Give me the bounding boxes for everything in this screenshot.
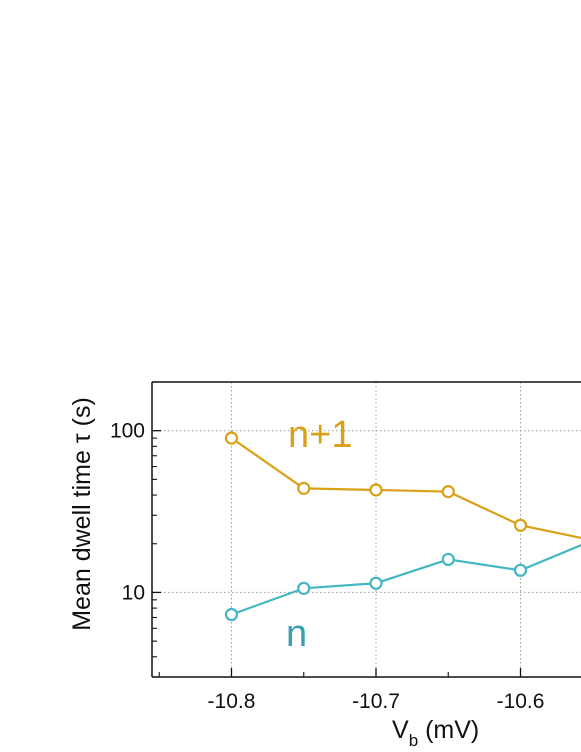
- y-tick-label-1: 100: [110, 420, 145, 443]
- x-axis-label: Vb (mV): [392, 716, 479, 750]
- series-0-point-0: [224, 431, 239, 445]
- series-label-n: n: [286, 613, 307, 655]
- y-axis-label: Mean dwell time τ (s): [68, 397, 96, 631]
- ticks: -10.8 -10.7 -10.6 10 100: [110, 381, 545, 713]
- x-axis-label-unit: (mV): [418, 716, 479, 744]
- x-axis-label-sub: b: [409, 731, 418, 750]
- series-line-1: [231, 544, 581, 616]
- grid: [152, 382, 581, 677]
- series-1-point-4: [513, 563, 528, 577]
- series-1-point-0: [224, 607, 239, 622]
- series-1-point-3: [441, 552, 455, 567]
- series-1-point-2: [369, 576, 383, 590]
- series-layer: [224, 431, 581, 622]
- x-tick-label-1: -10.7: [352, 690, 400, 713]
- series-line-0: [230, 437, 581, 539]
- series-0-point-1: [297, 481, 311, 495]
- y-tick-label-0: 10: [122, 581, 145, 604]
- x-tick-label-0: -10.8: [208, 690, 256, 713]
- series-0-point-3: [441, 485, 455, 499]
- x-tick-label-2: -10.6: [497, 690, 545, 713]
- series-0-point-4: [513, 518, 528, 532]
- x-axis-label-main: V: [392, 716, 409, 744]
- series-0-point-2: [369, 483, 383, 497]
- series-label-n-plus-1: n+1: [288, 414, 352, 456]
- series-1-point-1: [297, 581, 311, 595]
